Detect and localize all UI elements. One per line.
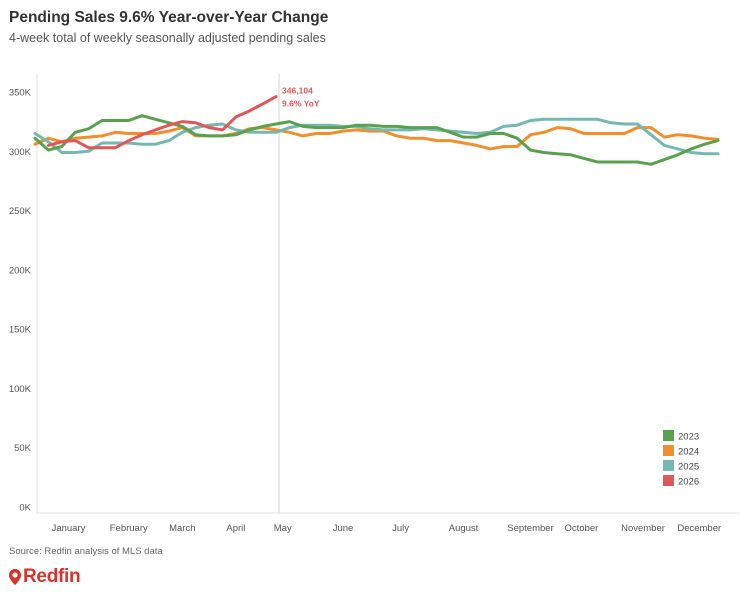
x-tick-label: September	[507, 523, 553, 534]
y-tick-label: 300K	[9, 147, 32, 158]
legend-label-2025: 2025	[678, 462, 699, 473]
legend-swatch-2023	[663, 430, 674, 441]
redfin-logo-icon	[9, 569, 21, 585]
legend-swatch-2025	[663, 460, 674, 471]
series-line-2026	[46, 95, 278, 150]
chart-title: Pending Sales 9.6% Year-over-Year Change	[9, 9, 329, 26]
chart-subtitle: 4-week total of weekly seasonally adjust…	[9, 31, 326, 45]
series-line-2025	[33, 117, 720, 156]
legend-label-2026: 2026	[678, 477, 699, 488]
x-tick-label: June	[333, 523, 354, 534]
redfin-logo: Redfin	[8, 566, 81, 588]
pending-sales-chart: 0K 50K 100K 150K 200K 250K 300K 350K January Febr…	[9, 74, 740, 534]
x-tick-label: December	[677, 523, 721, 534]
annotation-value: 346,104	[282, 86, 313, 96]
legend-swatch-2024	[663, 445, 674, 456]
y-tick-label: 200K	[9, 265, 32, 276]
legend-swatch-2026	[663, 475, 674, 486]
x-tick-label: November	[621, 523, 665, 534]
legend-label-2023: 2023	[678, 432, 699, 443]
annotation-change: 9.6% YoY	[282, 99, 320, 109]
x-tick-label: July	[392, 523, 409, 534]
y-tick-label: 350K	[9, 88, 32, 99]
x-tick-label: January	[52, 523, 86, 534]
y-tick-label: 100K	[9, 384, 32, 395]
x-tick-label: February	[110, 523, 148, 534]
source-note: Source: Redfin analysis of MLS data	[9, 546, 163, 557]
y-tick-label: 50K	[14, 443, 32, 454]
y-tick-label: 250K	[9, 206, 32, 217]
series-line-2023	[33, 114, 720, 166]
legend-label-2024: 2024	[678, 447, 699, 458]
y-tick-label: 150K	[9, 325, 32, 336]
x-tick-label: October	[565, 523, 599, 534]
x-tick-label: August	[449, 523, 479, 534]
x-tick-label: April	[226, 523, 245, 534]
x-tick-label: March	[169, 523, 195, 534]
y-tick-label: 0K	[19, 503, 31, 514]
x-tick-label: May	[274, 523, 292, 534]
redfin-logo-text: Redfin	[23, 566, 81, 587]
